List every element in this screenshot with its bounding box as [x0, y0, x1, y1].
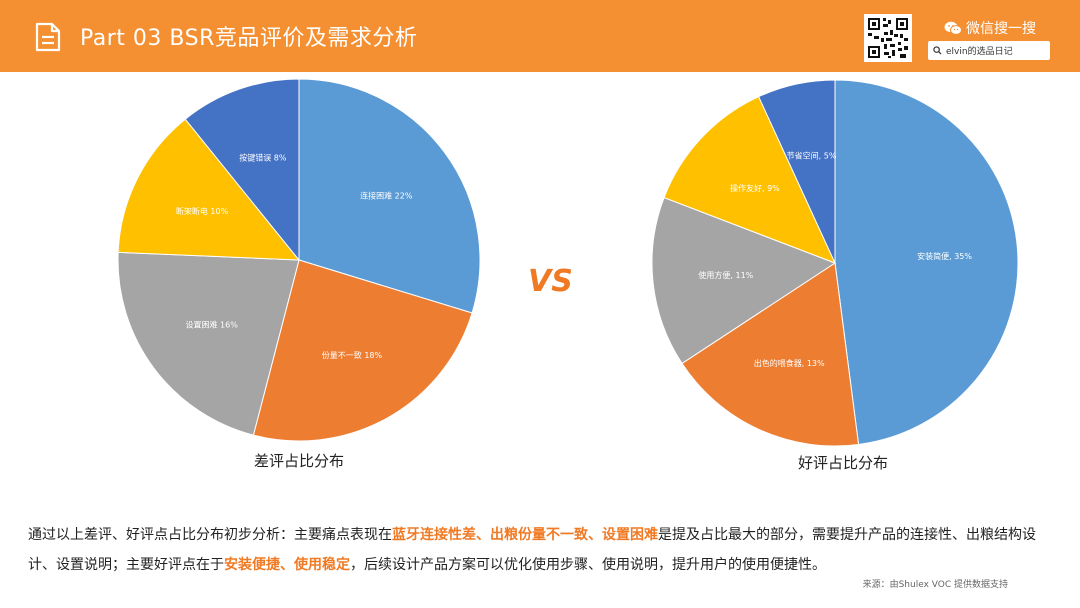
pie-slice	[252, 259, 473, 442]
pie-slice-label: 使用方便, 11%	[698, 270, 753, 280]
summary-highlight-pain-points: 蓝牙连接性差、出粮份量不一致、设置困难	[392, 527, 658, 543]
pie-slice-label: 出色的喂食器, 13%	[754, 358, 825, 368]
pie-slice	[757, 79, 836, 264]
bad-review-pie-chart: 连接困难 22% 份量不一致 18% 设置困难 16% 断架断电 10% 按键错误 8%	[117, 78, 481, 442]
pie-slice	[117, 118, 301, 261]
pie-slice-label: 断架断电 10%	[176, 206, 229, 216]
wechat-icon	[944, 21, 962, 35]
analysis-summary: 通过以上差评、好评点占比分布初步分析：主要痛点表现在蓝牙连接性差、出粮份量不一致…	[28, 520, 1058, 580]
pie-slice-label: 连接困难 22%	[360, 190, 413, 200]
search-input[interactable]: elvin的选品日记	[928, 41, 1050, 60]
header-bar: Part 03 BSR竞品评价及需求分析 微信搜一搜	[0, 0, 1080, 72]
pie-slice-label: 设置困难 16%	[186, 320, 239, 330]
pie-slice-label: 节省空间, 5%	[787, 151, 837, 161]
summary-highlight-positives: 安装便捷、使用稳定	[224, 557, 350, 573]
summary-text-3: ，后续设计产品方案可以优化使用步骤、使用说明，提升用户的使用便捷性。	[350, 557, 826, 573]
good-review-pie-chart: 安装简便, 35% 出色的喂食器, 13% 使用方便, 11% 操作友好, 9% 节省空…	[651, 79, 1019, 447]
search-input-value: elvin的选品日记	[946, 47, 1013, 57]
bad-review-chart-title: 差评占比分布	[253, 452, 345, 470]
pie-slice	[117, 251, 300, 436]
pie-slice-label: 安装简便, 35%	[917, 251, 972, 261]
pie-slice-label: 操作友好, 9%	[730, 183, 780, 193]
pie-slice	[663, 96, 836, 264]
pie-slice	[834, 79, 1019, 446]
pie-slice	[184, 78, 300, 262]
wechat-label-text: 微信搜一搜	[966, 21, 1036, 37]
wechat-search-label: 微信搜一搜	[944, 18, 1036, 38]
search-icon	[933, 46, 942, 55]
vs-label: VS	[528, 264, 573, 299]
good-review-chart-title: 好评占比分布	[797, 454, 889, 472]
qr-code-icon[interactable]	[864, 14, 912, 62]
pie-slice-label: 按键错误 8%	[239, 153, 287, 163]
pie-slice-label: 份量不一致 18%	[322, 350, 383, 360]
pie-slice	[298, 78, 481, 314]
pie-slice	[651, 196, 837, 365]
document-icon	[35, 22, 61, 52]
summary-text-2: 是提及占比最大的部分，需要提升产品的连接性、出粮结构设计、设置说明；主要好评点在…	[28, 527, 1036, 573]
pie-slice	[681, 262, 860, 447]
data-source-note: 来源：由Shulex VOC 提供数据支持	[862, 580, 1008, 590]
page-title: Part 03 BSR竞品评价及需求分析	[80, 26, 418, 51]
summary-text-1: 通过以上差评、好评点占比分布初步分析：主要痛点表现在	[28, 527, 392, 543]
